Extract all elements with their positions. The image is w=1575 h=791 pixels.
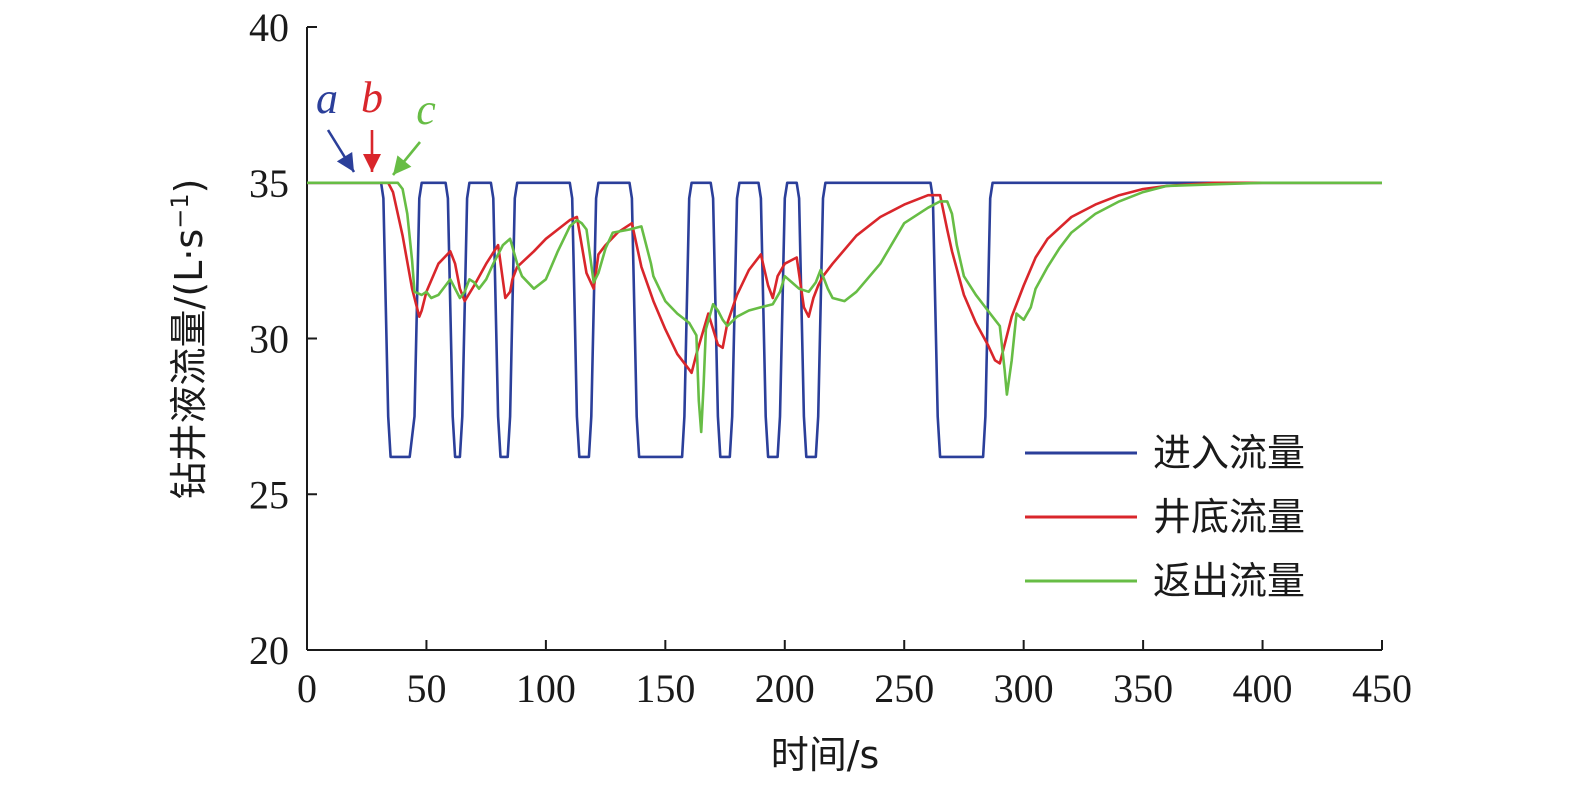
x-tick-label: 300 [994, 666, 1054, 711]
axes: 0 50 100 150 200 250 300 350 400 450 20 25 30 35 40 [249, 5, 1412, 711]
legend-label-2: 井底流量 [1153, 495, 1305, 539]
legend-label-1: 进入流量 [1153, 431, 1305, 475]
marker-label-b: b [361, 73, 383, 122]
x-tick-label: 450 [1352, 666, 1412, 711]
marker-arrowhead-a [336, 151, 354, 172]
x-axis-title: 时间/s [771, 733, 880, 777]
series-line-1 [307, 181, 1382, 459]
x-tick-label: 50 [406, 666, 446, 711]
x-tick-label: 0 [297, 666, 317, 711]
x-tick-label: 250 [874, 666, 934, 711]
y-tick-label: 35 [249, 161, 289, 206]
marker-label-a: a [316, 74, 338, 123]
marker-arrowhead-c [393, 155, 412, 175]
series-line-2 [307, 181, 1382, 375]
legend-label-3: 返出流量 [1153, 559, 1305, 603]
y-ticks: 20 25 30 35 40 [249, 5, 317, 673]
x-tick-label: 350 [1113, 666, 1173, 711]
marker-label-c: c [416, 85, 436, 134]
y-tick-label: 40 [249, 5, 289, 50]
y-axis-title-sup: −1 [166, 193, 194, 228]
series-line-3 [307, 181, 1382, 434]
y-tick-label: 30 [249, 317, 289, 362]
x-tick-label: 400 [1233, 666, 1293, 711]
y-axis-title-close: ) [167, 179, 211, 194]
y-tick-label: 25 [249, 472, 289, 517]
x-ticks: 0 50 100 150 200 250 300 350 400 450 [297, 640, 1412, 711]
x-tick-label: 150 [635, 666, 695, 711]
marker-arrowhead-b [363, 154, 381, 172]
y-axis-title-main: 钻井液流量/(L·s [167, 229, 211, 500]
y-tick-label: 20 [249, 628, 289, 673]
y-axis-title: 钻井液流量/(L·s−1) [166, 179, 211, 500]
x-tick-label: 100 [516, 666, 576, 711]
x-tick-label: 200 [755, 666, 815, 711]
series-layer [307, 181, 1382, 459]
